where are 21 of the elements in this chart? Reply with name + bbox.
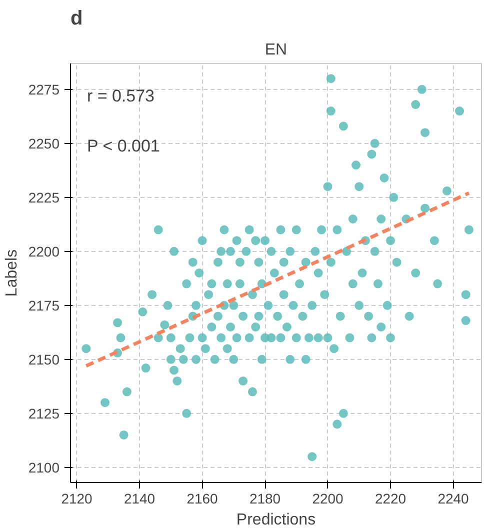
y-tick-label: 2125 — [28, 405, 60, 422]
x-tick-label: 2240 — [438, 490, 470, 506]
y-tick-label: 2225 — [28, 189, 60, 206]
annotation: r = 0.573 — [86, 86, 155, 106]
text: d — [70, 8, 83, 30]
x-tick-label: 2220 — [374, 490, 406, 506]
y-tick-label: 2175 — [28, 297, 60, 314]
x-tick-label: 2140 — [124, 490, 156, 506]
y-tick-label: 2150 — [28, 351, 60, 368]
y-tick-label: 2250 — [28, 135, 60, 152]
x-tick-label: 2180 — [249, 490, 281, 506]
chart-title: EN — [264, 42, 288, 58]
x-tick-label: 2120 — [61, 490, 93, 506]
y-axis-title: Labels — [3, 249, 20, 297]
x-tick-label: 2160 — [186, 490, 218, 506]
y-tick-label: 2275 — [28, 81, 60, 98]
y-tick-label: 2200 — [28, 243, 60, 260]
annotation: P < 0.001 — [86, 136, 160, 156]
x-tick-label: 2200 — [312, 490, 344, 506]
y-tick-label: 2100 — [28, 459, 60, 476]
x-axis-title: Predictions — [236, 512, 316, 528]
